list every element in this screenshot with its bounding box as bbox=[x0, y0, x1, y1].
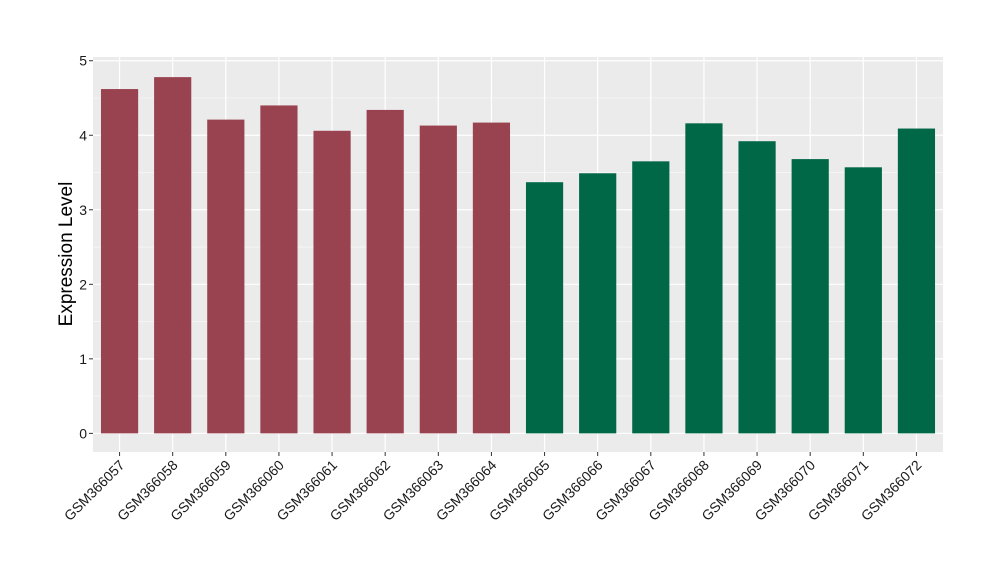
bar-GSM366062 bbox=[366, 109, 404, 434]
bar-GSM366063 bbox=[419, 125, 457, 434]
bar-GSM366070 bbox=[791, 159, 829, 434]
bar-GSM366069 bbox=[738, 141, 776, 434]
bar-GSM366065 bbox=[525, 182, 564, 434]
y-tick-label: 0 bbox=[79, 425, 87, 441]
y-tick-label: 4 bbox=[79, 127, 87, 143]
y-tick-label: 1 bbox=[79, 351, 87, 367]
bar-GSM366072 bbox=[897, 128, 936, 434]
bar-GSM366064 bbox=[472, 122, 511, 434]
bars bbox=[100, 77, 936, 434]
y-axis: 0 1 2 3 4 5 bbox=[79, 53, 93, 441]
y-axis-title: Expression Level bbox=[56, 182, 77, 327]
bar-GSM366067 bbox=[632, 161, 670, 434]
bar-GSM366068 bbox=[685, 123, 723, 434]
y-tick-label: 5 bbox=[79, 53, 87, 69]
y-tick-label: 3 bbox=[79, 202, 87, 218]
bar-GSM366071 bbox=[844, 167, 882, 434]
x-axis: GSM366057GSM366058GSM366059GSM366060GSM3… bbox=[61, 452, 925, 524]
bar-GSM366058 bbox=[154, 77, 192, 434]
bar-GSM366057 bbox=[100, 89, 139, 434]
bar-GSM366060 bbox=[260, 105, 298, 434]
y-tick-label: 2 bbox=[79, 276, 87, 292]
bar-GSM366059 bbox=[207, 119, 245, 434]
bar-GSM366061 bbox=[313, 130, 351, 434]
bar-GSM366066 bbox=[579, 173, 617, 434]
